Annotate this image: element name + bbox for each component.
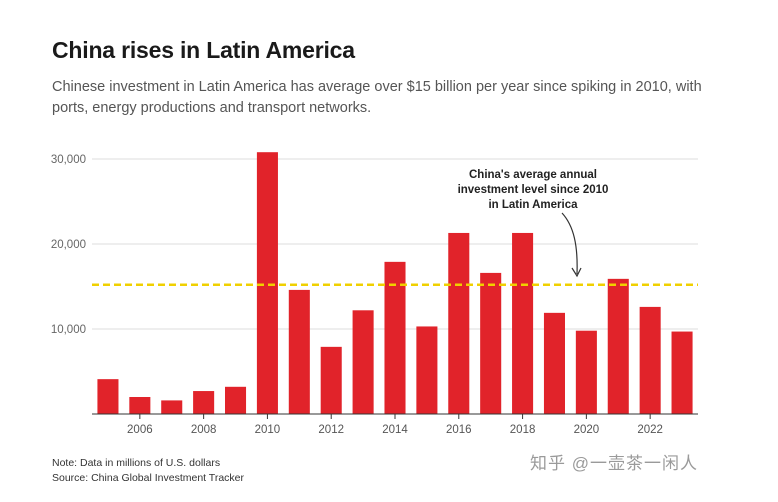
y-axis-ticks: 10,000 20,000 30,000 (51, 154, 86, 336)
annotation-line: in Latin America (488, 199, 578, 211)
bar-2018 (512, 232, 534, 414)
annotation-arrow (561, 212, 578, 275)
footnote: Note: Data in millions of U.S. dollars (52, 457, 221, 469)
annotation-arrowhead (571, 267, 582, 278)
x-tick-label: 2006 (127, 424, 153, 436)
chart-subtitle: Chinese investment in Latin America has … (52, 79, 702, 116)
bar-2013 (352, 310, 374, 414)
bar-2020 (575, 330, 597, 414)
bar-2015 (416, 326, 438, 414)
bar-2019 (543, 312, 565, 414)
bar-2007 (161, 400, 183, 414)
annotation-line: China's average annual (469, 169, 597, 181)
x-tick-label: 2020 (574, 424, 600, 436)
bar-2023 (671, 331, 693, 414)
x-tick-label: 2014 (382, 424, 408, 436)
x-axis-ticks: 2006 2008 2010 2012 2014 2016 2018 2020 2022 (127, 414, 663, 436)
bar-2022 (639, 306, 661, 414)
bar-2016 (448, 232, 470, 414)
bar-2010 (256, 152, 278, 414)
bar-2006 (129, 397, 151, 414)
bar-2009 (225, 386, 247, 414)
x-tick-label: 2010 (255, 424, 281, 436)
bar-2005 (97, 379, 119, 414)
x-tick-label: 2008 (191, 424, 217, 436)
watermark: 知乎 @一壶茶一闲人 (530, 454, 698, 473)
bar-2017 (480, 272, 502, 414)
x-tick-label: 2012 (318, 424, 344, 436)
reference-annotation: China's average annual investment level s… (458, 169, 609, 278)
bar-2008 (193, 391, 215, 414)
chart-title: China rises in Latin America (52, 37, 355, 63)
bars (97, 152, 693, 414)
x-tick-label: 2018 (510, 424, 536, 436)
bar-2012 (320, 346, 342, 414)
bar-2011 (288, 289, 310, 414)
bar-2021 (607, 278, 629, 414)
y-tick-label: 30,000 (51, 154, 86, 166)
y-tick-label: 20,000 (51, 239, 86, 251)
annotation-line: investment level since 2010 (458, 184, 609, 196)
y-tick-label: 10,000 (51, 324, 86, 336)
x-tick-label: 2022 (637, 424, 663, 436)
x-tick-label: 2016 (446, 424, 472, 436)
bar-2014 (384, 261, 406, 414)
source-credit: Source: China Global Investment Tracker (52, 472, 245, 484)
